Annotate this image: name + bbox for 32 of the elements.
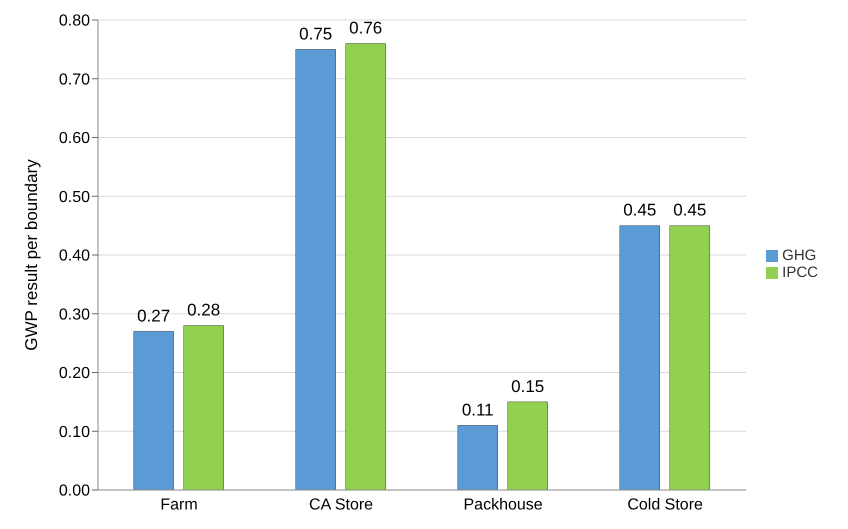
bar — [670, 225, 710, 490]
legend-label: GHG — [782, 247, 816, 264]
y-tick-label: 0.70 — [58, 71, 90, 88]
y-tick-label: 0.20 — [58, 365, 90, 382]
data-label: 0.75 — [299, 24, 332, 44]
bar — [457, 425, 498, 490]
bar — [620, 225, 660, 490]
data-label: 0.11 — [462, 400, 494, 420]
y-tick-label: 0.60 — [58, 130, 90, 148]
bar — [345, 43, 386, 490]
bar — [133, 331, 174, 490]
y-tick-label: 0.80 — [58, 12, 90, 30]
x-tick-label: CA Store — [309, 496, 374, 514]
y-tick-label: 0.30 — [58, 306, 90, 324]
data-label: 0.76 — [349, 18, 382, 38]
x-tick-label: Packhouse — [464, 496, 543, 514]
data-label: 0.15 — [511, 376, 544, 396]
y-tick-label: 0.40 — [58, 248, 90, 265]
bar — [295, 49, 336, 490]
data-label: 0.27 — [137, 306, 170, 326]
y-tick-label: 0.00 — [58, 482, 90, 500]
x-tick-label: Farm — [160, 496, 198, 514]
data-label: 0.45 — [623, 200, 656, 220]
x-tick-label: Cold Store — [627, 496, 704, 514]
bar — [507, 402, 548, 490]
y-tick-label: 0.50 — [58, 188, 90, 206]
data-label: 0.28 — [187, 300, 220, 320]
bar — [183, 325, 224, 490]
y-axis-title: GWP result per boundary — [22, 158, 42, 351]
data-label: 0.45 — [673, 200, 706, 220]
legend-label: IPCC — [782, 264, 818, 281]
y-tick-label: 0.10 — [58, 424, 90, 441]
